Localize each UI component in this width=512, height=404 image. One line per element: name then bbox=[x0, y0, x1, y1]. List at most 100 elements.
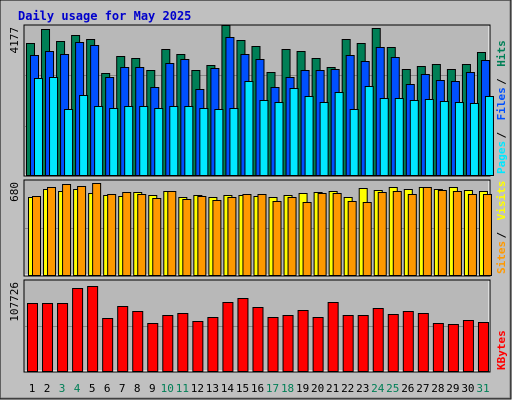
chart-title: Daily usage for May 2025 bbox=[18, 9, 191, 23]
y-max-label: 680 bbox=[8, 182, 21, 202]
pages-bar bbox=[364, 86, 374, 176]
day-label: 1 bbox=[29, 382, 36, 395]
kbytes-bar bbox=[387, 314, 399, 372]
day-label: 8 bbox=[134, 382, 141, 395]
legend-files: Files bbox=[495, 87, 508, 120]
day-label: 5 bbox=[89, 382, 96, 395]
sites-bar bbox=[77, 186, 87, 276]
pages-bar bbox=[49, 77, 59, 176]
kbytes-bar bbox=[297, 310, 309, 372]
kbytes-bar bbox=[432, 323, 444, 372]
day-label: 2 bbox=[44, 382, 51, 395]
pages-bar bbox=[274, 102, 284, 176]
y-max-label: 107726 bbox=[8, 282, 21, 322]
sites-bar bbox=[227, 197, 237, 276]
pages-bar bbox=[394, 98, 404, 176]
sites-bar bbox=[437, 190, 447, 276]
legend-visits: Visits bbox=[495, 181, 508, 221]
kbytes-bar bbox=[312, 317, 324, 372]
pages-bar bbox=[184, 106, 194, 176]
day-label: 28 bbox=[431, 382, 444, 395]
sites-bar bbox=[182, 199, 192, 276]
kbytes-bar bbox=[237, 298, 249, 372]
day-label: 31 bbox=[476, 382, 489, 395]
kbytes-bar bbox=[252, 307, 264, 372]
sites-bar bbox=[32, 196, 41, 276]
sites-bar bbox=[152, 198, 162, 276]
day-label: 15 bbox=[236, 382, 249, 395]
kbytes-bar bbox=[447, 324, 459, 372]
kbytes-bar bbox=[117, 306, 129, 372]
pages-bar bbox=[64, 109, 74, 176]
day-label: 20 bbox=[311, 382, 324, 395]
kbytes-bar bbox=[27, 303, 38, 372]
sites-bar bbox=[122, 192, 132, 276]
sites-bar bbox=[272, 201, 282, 276]
day-label: 25 bbox=[386, 382, 399, 395]
kbytes-bar bbox=[177, 313, 189, 372]
kbytes-bar bbox=[147, 323, 159, 372]
pages-bar bbox=[154, 108, 164, 176]
pages-bar bbox=[109, 108, 119, 176]
day-label: 11 bbox=[176, 382, 189, 395]
legend-kbytes: KBytes bbox=[495, 330, 508, 370]
pages-bar bbox=[214, 109, 224, 176]
kbytes-bar bbox=[372, 308, 384, 372]
pages-bar bbox=[79, 95, 89, 176]
day-label: 12 bbox=[191, 382, 204, 395]
sites-bar bbox=[407, 194, 417, 276]
day-label: 22 bbox=[341, 382, 354, 395]
sites-bar bbox=[197, 196, 207, 276]
sites-bar bbox=[332, 193, 342, 276]
pages-bar bbox=[349, 109, 359, 176]
day-label: 10 bbox=[161, 382, 174, 395]
pages-bar bbox=[484, 96, 494, 176]
sites-bar bbox=[452, 191, 462, 276]
pages-bar bbox=[289, 88, 299, 176]
day-label: 3 bbox=[59, 382, 66, 395]
legend-pages: Pages bbox=[495, 141, 508, 174]
day-label: 17 bbox=[266, 382, 279, 395]
pages-bar bbox=[124, 106, 134, 176]
kbytes-bar bbox=[192, 321, 204, 372]
kbytes-bar bbox=[357, 315, 369, 372]
pages-bar bbox=[169, 106, 179, 176]
day-label: 18 bbox=[281, 382, 294, 395]
sites-bar bbox=[257, 194, 267, 276]
pages-bar bbox=[199, 108, 209, 176]
day-label: 26 bbox=[401, 382, 414, 395]
day-label: 9 bbox=[149, 382, 156, 395]
kbytes-bar bbox=[327, 302, 339, 372]
sites-bar bbox=[302, 202, 312, 276]
sites-bar bbox=[422, 187, 432, 276]
kbytes-bar bbox=[267, 317, 279, 372]
sites-bar bbox=[347, 201, 357, 276]
kbytes-bar bbox=[132, 311, 144, 372]
pages-bar bbox=[34, 78, 43, 176]
day-label: 6 bbox=[104, 382, 111, 395]
sites-bar bbox=[392, 191, 402, 276]
kbytes-bar bbox=[342, 315, 354, 372]
pages-bar bbox=[409, 100, 419, 176]
pages-bar bbox=[229, 108, 239, 176]
kbytes-bar bbox=[102, 318, 114, 372]
pages-bar bbox=[244, 81, 254, 176]
sites-bar bbox=[62, 184, 72, 276]
day-label: 7 bbox=[119, 382, 126, 395]
day-label: 16 bbox=[251, 382, 264, 395]
day-label: 19 bbox=[296, 382, 309, 395]
day-axis-labels: 1 2 3 4 5 6 7 8 9 10 11 12 13 14 15 16 17 18 19 20 21 22 23 24 2… bbox=[29, 382, 490, 395]
pages-bar bbox=[319, 102, 329, 176]
pages-bar bbox=[379, 98, 389, 176]
y-max-label: 4177 bbox=[8, 27, 21, 54]
pages-bar bbox=[139, 106, 149, 176]
sites-bar bbox=[317, 193, 327, 276]
kbytes-bar bbox=[42, 303, 54, 372]
kbytes-bar bbox=[477, 322, 489, 372]
pages-bar bbox=[424, 99, 434, 176]
sites-bar bbox=[92, 183, 102, 276]
kbytes-bar bbox=[162, 315, 174, 372]
sites-bar bbox=[47, 187, 57, 276]
sites-bar bbox=[212, 200, 222, 276]
